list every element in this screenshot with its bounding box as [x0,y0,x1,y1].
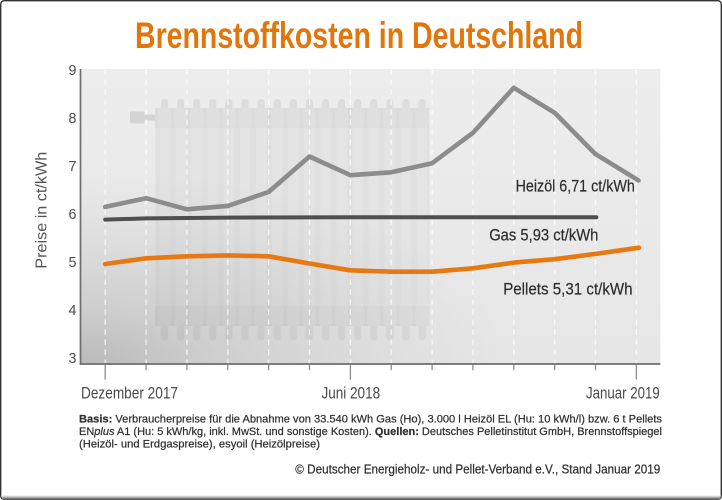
svg-text:Preise in ct/kWh: Preise in ct/kWh [34,152,51,269]
svg-text:© Deutscher Energieholz- und P: © Deutscher Energieholz- und Pellet-Verb… [295,461,660,476]
svg-text:ENplus A1 (Hu: 5 kWh/kg, inkl.: ENplus A1 (Hu: 5 kWh/kg, inkl. MwSt. und… [79,426,662,438]
svg-text:7: 7 [69,159,77,175]
svg-text:3: 3 [69,351,77,367]
svg-text:Basis: Verbraucherpreise für d: Basis: Verbraucherpreise für die Abnahme… [79,414,662,426]
svg-text:9: 9 [69,63,77,79]
svg-text:Januar 2019: Januar 2019 [586,383,660,402]
svg-text:Gas 5,93 ct/kWh: Gas 5,93 ct/kWh [489,226,598,245]
svg-text:Juni 2018: Juni 2018 [322,383,381,402]
svg-text:Pellets 5,31 ct/kWh: Pellets 5,31 ct/kWh [503,279,632,298]
svg-text:5: 5 [69,255,77,271]
svg-text:(Heizöl- und Erdgaspreise), es: (Heizöl- und Erdgaspreise), esyoil (Heiz… [79,438,320,450]
svg-text:Heizöl 6,71 ct/kWh: Heizöl 6,71 ct/kWh [516,177,635,196]
svg-text:Dezember 2017: Dezember 2017 [81,383,178,402]
svg-text:Brennstoffkosten in Deutschlan: Brennstoffkosten in Deutschland [135,15,583,56]
svg-text:8: 8 [69,111,77,127]
svg-text:6: 6 [69,207,77,223]
svg-text:4: 4 [69,303,77,319]
